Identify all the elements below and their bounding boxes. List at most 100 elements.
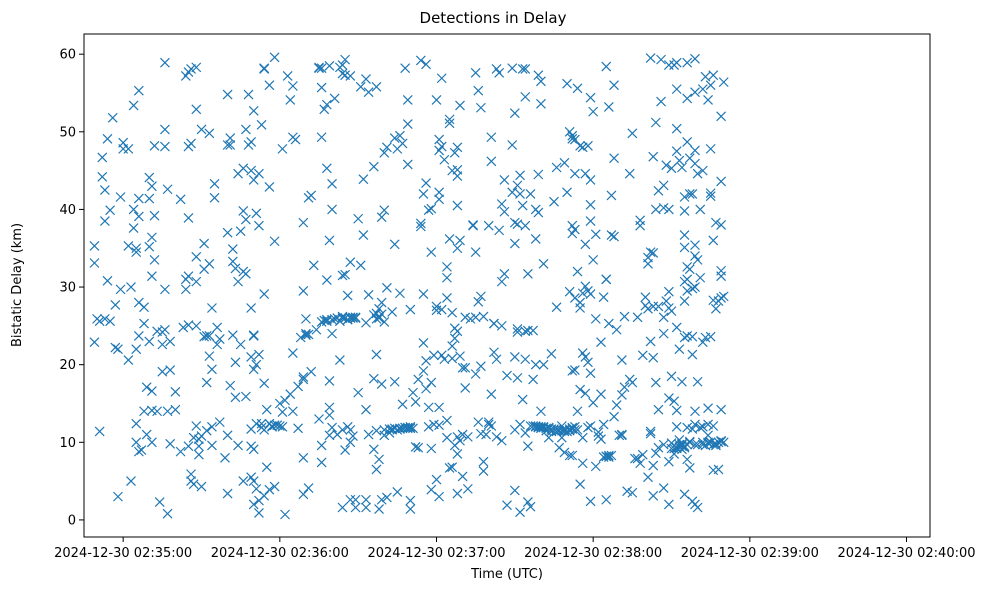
data-point	[337, 424, 348, 435]
data-point	[348, 312, 358, 323]
data-point	[478, 456, 489, 467]
data-point	[348, 431, 358, 442]
data-point	[345, 70, 356, 81]
data-point	[671, 123, 682, 134]
data-point	[418, 289, 429, 299]
data-point	[661, 160, 672, 171]
data-point	[705, 143, 716, 154]
y-tick-label: 60	[59, 48, 76, 63]
data-point	[496, 199, 507, 209]
data-point	[162, 508, 173, 519]
data-point	[94, 316, 105, 327]
data-point	[716, 111, 727, 122]
data-point	[196, 481, 207, 492]
data-point	[434, 194, 445, 205]
data-point	[486, 156, 497, 167]
data-point	[486, 421, 497, 431]
data-point	[123, 355, 134, 365]
data-point	[235, 226, 246, 237]
data-point	[340, 269, 351, 280]
data-point	[455, 435, 465, 446]
data-point	[149, 210, 160, 221]
data-point	[575, 384, 586, 395]
data-point	[674, 344, 685, 355]
data-point	[162, 184, 173, 195]
data-point	[596, 337, 606, 348]
data-point	[671, 84, 682, 95]
data-point	[248, 175, 259, 185]
data-point	[671, 57, 682, 68]
data-point	[703, 403, 713, 414]
data-point	[431, 301, 442, 312]
data-point	[126, 282, 136, 292]
data-point	[102, 133, 113, 144]
data-point	[684, 436, 695, 447]
data-point	[705, 188, 716, 199]
data-point	[340, 445, 351, 455]
data-point	[462, 483, 473, 494]
data-point	[287, 348, 298, 358]
data-point	[133, 85, 144, 96]
data-point	[708, 235, 719, 246]
data-point	[374, 303, 384, 314]
data-point	[368, 373, 379, 384]
data-point	[207, 303, 217, 313]
data-point	[329, 313, 340, 324]
data-point	[235, 339, 246, 350]
data-point	[627, 377, 638, 388]
data-point	[507, 63, 518, 74]
data-point	[136, 445, 147, 455]
data-point	[572, 266, 583, 277]
data-point	[585, 496, 596, 507]
data-point	[431, 95, 442, 105]
data-point	[502, 370, 512, 381]
data-point	[207, 421, 217, 432]
data-point	[421, 59, 431, 70]
data-point	[718, 291, 729, 302]
data-point	[533, 207, 544, 218]
data-point	[107, 112, 118, 123]
data-point	[405, 495, 416, 506]
data-point	[191, 251, 202, 262]
data-point	[264, 181, 275, 192]
data-point	[240, 214, 251, 225]
data-point	[486, 132, 497, 143]
data-point	[695, 422, 706, 433]
data-point	[562, 187, 572, 198]
data-point	[128, 223, 139, 233]
y-tick-label: 50	[59, 125, 76, 140]
data-point	[431, 474, 442, 485]
data-point	[350, 502, 361, 513]
data-point	[601, 61, 612, 72]
data-point	[637, 350, 648, 361]
data-point	[306, 190, 317, 201]
chart-title: Detections in Delay	[420, 9, 567, 27]
data-point	[650, 448, 661, 459]
data-point	[371, 81, 382, 92]
data-point	[648, 460, 659, 471]
data-point	[183, 441, 194, 452]
data-point	[517, 64, 528, 74]
data-point	[157, 366, 168, 377]
data-point	[483, 419, 494, 430]
data-point	[585, 216, 596, 226]
data-point	[583, 140, 593, 151]
data-point	[259, 63, 270, 74]
data-point	[157, 339, 168, 350]
data-point	[517, 394, 528, 405]
data-point	[160, 124, 170, 135]
plot-frame	[83, 33, 931, 538]
data-point	[324, 410, 335, 421]
data-point	[509, 108, 520, 119]
data-point	[585, 199, 596, 210]
data-point	[603, 452, 614, 462]
data-point	[149, 140, 160, 151]
data-point	[201, 377, 212, 388]
data-point	[214, 334, 225, 344]
data-point	[580, 388, 591, 399]
data-point	[395, 130, 405, 141]
data-point	[710, 438, 721, 449]
data-point	[133, 211, 144, 222]
data-point	[123, 143, 134, 154]
data-point	[682, 93, 693, 104]
